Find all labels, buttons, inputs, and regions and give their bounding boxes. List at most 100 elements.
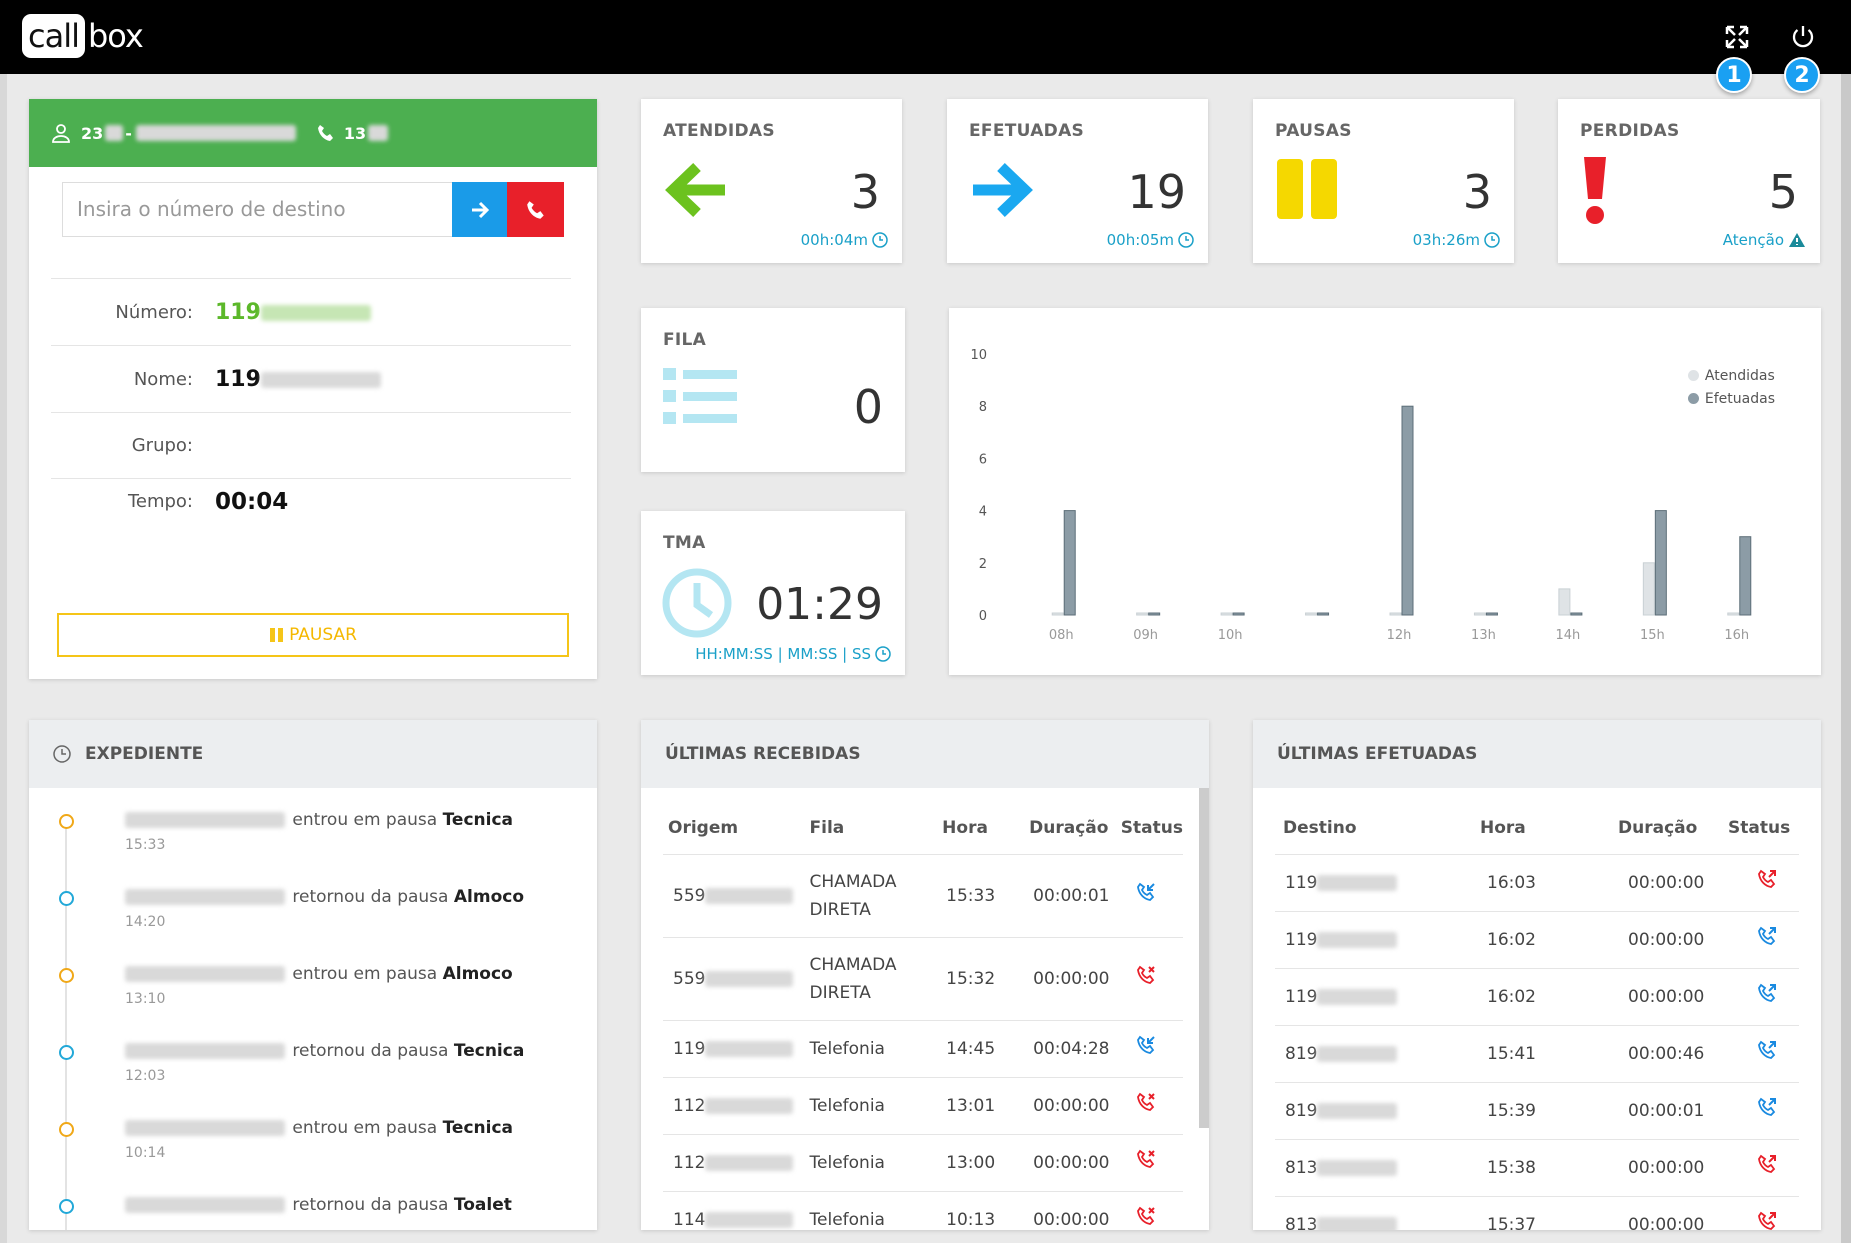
agent-line: 13 bbox=[343, 123, 367, 143]
table-row[interactable]: 119 16:02 00:00:00 bbox=[1275, 911, 1799, 969]
x-tick-label: 16h bbox=[1724, 628, 1749, 643]
table-row[interactable]: 119 16:02 00:00:00 bbox=[1275, 968, 1799, 1026]
x-tick-label: 12h bbox=[1387, 628, 1412, 643]
list-icon bbox=[663, 368, 737, 424]
left-edge bbox=[0, 74, 7, 1243]
legend-atendidas: Atendidas bbox=[1687, 364, 1775, 387]
stat-perdidas: PERDIDAS 5 Atenção bbox=[1558, 99, 1820, 263]
bar-efetuadas bbox=[1485, 612, 1498, 616]
user-icon bbox=[52, 124, 70, 143]
tempo-value: 00:04 bbox=[215, 488, 289, 515]
timeline-dot bbox=[59, 1122, 74, 1137]
bar-efetuadas bbox=[1317, 612, 1330, 616]
destination-input[interactable]: Insira o número de destino bbox=[62, 182, 452, 237]
timeline-dot bbox=[59, 814, 74, 829]
call-answered-icon bbox=[1758, 983, 1776, 1002]
grupo-row: Grupo: bbox=[51, 412, 571, 479]
dialer-card: 23 - 13 Insira o número de destino Númer… bbox=[29, 99, 597, 679]
recebidas-header: ÚLTIMAS RECEBIDAS bbox=[641, 720, 1209, 788]
bar-efetuadas bbox=[1570, 612, 1583, 616]
clock-icon bbox=[872, 232, 888, 248]
call-answered-icon bbox=[1136, 882, 1155, 901]
efetuadas-panel: ÚLTIMAS EFETUADAS Destino Hora Duração S… bbox=[1253, 720, 1821, 1230]
agent-extension: 23 bbox=[81, 123, 104, 143]
y-tick-label: 8 bbox=[979, 400, 987, 415]
agent-bar: 23 - 13 bbox=[29, 99, 597, 167]
transfer-button[interactable] bbox=[452, 182, 507, 237]
table-row[interactable]: 119 16:03 00:00:00 bbox=[1275, 854, 1799, 912]
table-row[interactable]: 112 Telefonia 13:01 00:00:00 bbox=[663, 1077, 1183, 1135]
power-icon[interactable] bbox=[1786, 20, 1820, 54]
clock-icon bbox=[662, 568, 732, 638]
hangup-button[interactable] bbox=[507, 182, 564, 237]
call-answered-icon bbox=[1758, 1040, 1776, 1059]
expediente-header: EXPEDIENTE bbox=[29, 720, 597, 788]
y-tick-label: 4 bbox=[979, 505, 987, 520]
efetuadas-table: Destino Hora Duração Status 119 16:03 00:0… bbox=[1275, 802, 1799, 1230]
table-row[interactable]: 112 Telefonia 13:00 00:00:00 bbox=[663, 1134, 1183, 1192]
call-missed-icon bbox=[1136, 965, 1155, 984]
bar-atendidas bbox=[1305, 612, 1318, 616]
call-missed-icon bbox=[1758, 1154, 1776, 1173]
x-tick-label: 15h bbox=[1640, 628, 1665, 643]
x-tick-label: 09h bbox=[1133, 628, 1158, 643]
call-missed-icon bbox=[1758, 869, 1776, 888]
timeline-dot bbox=[59, 1199, 74, 1214]
clock-icon bbox=[1484, 232, 1500, 248]
scrollbar-thumb[interactable] bbox=[1199, 788, 1209, 1128]
table-row[interactable]: 819 15:41 00:00:46 bbox=[1275, 1025, 1799, 1083]
table-row[interactable]: 559 CHAMADA DIRETA 15:32 00:00:00 bbox=[663, 937, 1183, 1021]
timeline-dot bbox=[59, 968, 74, 983]
badge-1: 1 bbox=[1716, 57, 1752, 93]
chart-legend: Atendidas Efetuadas bbox=[1687, 364, 1775, 410]
timeline-dot bbox=[59, 891, 74, 906]
callbox-logo: call box bbox=[22, 14, 144, 58]
expand-icon[interactable] bbox=[1720, 20, 1754, 54]
phone-icon bbox=[526, 200, 544, 219]
x-tick-label: 13h bbox=[1471, 628, 1496, 643]
top-bar: call box bbox=[0, 0, 1851, 74]
bar-efetuadas bbox=[1063, 510, 1076, 616]
tempo-row: Tempo: 00:04 bbox=[127, 488, 289, 515]
exclamation-icon bbox=[1584, 157, 1606, 224]
table-row[interactable]: 813 15:37 00:00:00 bbox=[1275, 1196, 1799, 1230]
x-tick-label: 10h bbox=[1218, 628, 1243, 643]
calls-chart: 0 2 4 6 8 10 08h 09h 10h 12h 13h 14h 15h 16h Atendida… bbox=[949, 308, 1821, 675]
y-tick-label: 2 bbox=[979, 557, 987, 572]
arrow-right-icon bbox=[471, 201, 489, 218]
table-row[interactable]: 559 CHAMADA DIRETA 15:33 00:00:01 bbox=[663, 854, 1183, 938]
phone-icon bbox=[317, 125, 333, 141]
warning-icon bbox=[1789, 233, 1805, 247]
numero-row: Número: 119 bbox=[51, 278, 571, 345]
clock-icon bbox=[53, 745, 71, 763]
call-answered-icon bbox=[1136, 1035, 1155, 1054]
bar-atendidas bbox=[1727, 612, 1740, 616]
call-missed-icon bbox=[1136, 1092, 1155, 1111]
bar-atendidas bbox=[1558, 588, 1571, 616]
efetuadas-header: ÚLTIMAS EFETUADAS bbox=[1253, 720, 1821, 788]
table-row[interactable]: 813 15:38 00:00:00 bbox=[1275, 1139, 1799, 1197]
arrow-right-icon bbox=[973, 163, 1033, 217]
y-tick-label: 6 bbox=[979, 452, 987, 467]
legend-efetuadas: Efetuadas bbox=[1687, 387, 1775, 410]
bar-efetuadas bbox=[1148, 612, 1161, 616]
call-missed-icon bbox=[1136, 1206, 1155, 1225]
recebidas-table: Origem Fila Hora Duração Status 559 CHAMA… bbox=[663, 802, 1183, 1230]
nome-row: Nome: 119 bbox=[51, 345, 571, 412]
scrollbar[interactable] bbox=[1841, 74, 1851, 1243]
stat-pausas: PAUSAS 3 03h:26m bbox=[1253, 99, 1514, 263]
table-row[interactable]: 819 15:39 00:00:01 bbox=[1275, 1082, 1799, 1140]
nome-value: 119 bbox=[215, 367, 381, 392]
bar-chart: 0 2 4 6 8 10 08h 09h 10h 12h 13h 14h 15h 16h bbox=[970, 348, 1752, 643]
pause-button[interactable]: PAUSAR bbox=[57, 613, 569, 657]
timeline-dot bbox=[59, 1045, 74, 1060]
numero-value: 119 bbox=[215, 300, 371, 325]
pause-icon bbox=[1277, 159, 1337, 219]
pause-icon bbox=[270, 628, 284, 642]
bar-efetuadas bbox=[1739, 536, 1752, 616]
bar-atendidas bbox=[1220, 612, 1233, 616]
arrow-left-icon bbox=[665, 163, 725, 217]
table-row[interactable]: 114 Telefonia 10:13 00:00:00 bbox=[663, 1191, 1183, 1230]
table-row[interactable]: 119 Telefonia 14:45 00:04:28 bbox=[663, 1020, 1183, 1078]
call-answered-icon bbox=[1758, 1097, 1776, 1116]
